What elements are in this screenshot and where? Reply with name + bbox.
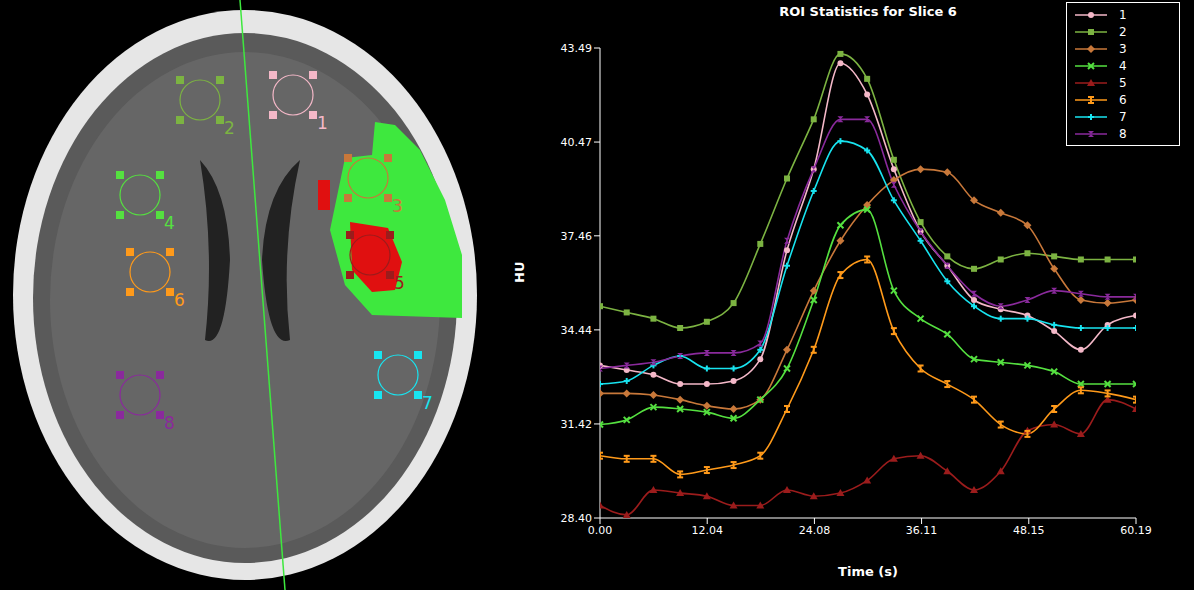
html-text:2: 2 bbox=[1119, 24, 1127, 39]
svg-text:60.19: 60.19 bbox=[1120, 524, 1152, 537]
html-text:3: 3 bbox=[1119, 41, 1127, 56]
html-text:8: 8 bbox=[1119, 126, 1127, 141]
svg-text:0.00: 0.00 bbox=[588, 524, 613, 537]
html-text:ROI Statistics for Slice 6: ROI Statistics for Slice 6 bbox=[779, 4, 957, 19]
svg-text:48.15: 48.15 bbox=[1013, 524, 1045, 537]
svg-text:Time (s): Time (s) bbox=[838, 564, 898, 579]
svg-text:37.46: 37.46 bbox=[561, 230, 593, 243]
svg-text:3: 3 bbox=[392, 196, 403, 216]
html-text:7: 7 bbox=[1119, 109, 1127, 124]
html-text:4: 4 bbox=[1119, 58, 1127, 73]
svg-text:43.49: 43.49 bbox=[561, 42, 593, 55]
html-text:5: 5 bbox=[1119, 75, 1127, 90]
svg-text:34.44: 34.44 bbox=[561, 324, 593, 337]
svg-text:1: 1 bbox=[317, 113, 328, 133]
svg-text:8: 8 bbox=[164, 413, 175, 433]
svg-text:12.04: 12.04 bbox=[691, 524, 723, 537]
svg-text:HU: HU bbox=[512, 262, 527, 283]
svg-text:6: 6 bbox=[174, 290, 185, 310]
svg-text:31.42: 31.42 bbox=[561, 418, 593, 431]
svg-text:36.11: 36.11 bbox=[906, 524, 938, 537]
html-text:1: 1 bbox=[1119, 7, 1127, 22]
svg-text:24.08: 24.08 bbox=[799, 524, 831, 537]
svg-text:28.40: 28.40 bbox=[561, 512, 593, 525]
svg-text:40.47: 40.47 bbox=[561, 136, 593, 149]
svg-text:4: 4 bbox=[164, 213, 175, 233]
svg-text:2: 2 bbox=[224, 118, 235, 138]
svg-text:5: 5 bbox=[394, 273, 405, 293]
svg-text:7: 7 bbox=[422, 393, 433, 413]
html-text:6: 6 bbox=[1119, 92, 1127, 107]
